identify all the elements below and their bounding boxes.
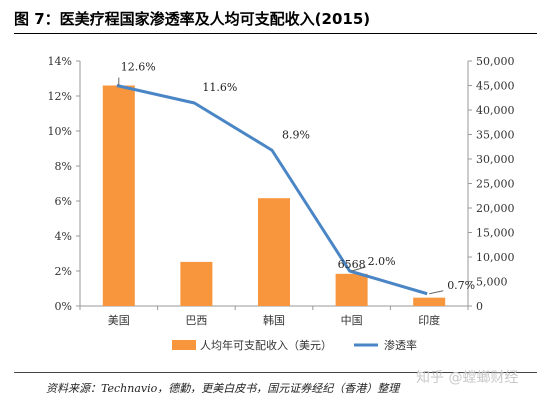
- bar-income: [413, 297, 446, 306]
- penetration-data-label: 12.6%: [121, 61, 156, 74]
- right-tick-label: 10,000: [476, 251, 515, 264]
- right-tick-label: 35,000: [476, 129, 515, 142]
- x-tick-label: 巴西: [185, 314, 207, 327]
- legend-label-bar: 人均年可支配收入（美元）: [200, 338, 332, 352]
- left-tick-label: 4%: [55, 230, 72, 243]
- right-tick-label: 0: [476, 300, 483, 313]
- left-tick-label: 10%: [48, 125, 72, 138]
- right-tick-label: 30,000: [476, 153, 515, 166]
- penetration-data-label: 11.6%: [202, 81, 237, 94]
- label-leader-line: [351, 266, 366, 272]
- bar-income: [335, 273, 368, 306]
- left-tick-label: 2%: [55, 265, 72, 278]
- right-tick-label: 40,000: [476, 104, 515, 117]
- x-tick-label: 印度: [418, 313, 440, 327]
- right-tick-label: 50,000: [476, 55, 515, 68]
- bar-income: [180, 261, 213, 306]
- chart-title: 图 7：医美疗程国家渗透率及人均可支配收入(2015): [14, 10, 371, 28]
- left-tick-label: 0%: [55, 300, 72, 313]
- footer-divider: [14, 372, 537, 373]
- x-tick-label: 美国: [108, 314, 130, 327]
- legend-label-line: 渗透率: [384, 338, 417, 352]
- legend-swatch-bar: [172, 340, 196, 350]
- left-tick-label: 14%: [48, 55, 72, 68]
- watermark: 知乎 @螳螂财经: [416, 370, 519, 386]
- penetration-data-label: 2.0%: [368, 255, 396, 268]
- left-tick-label: 6%: [55, 195, 72, 208]
- left-tick-label: 12%: [48, 90, 72, 103]
- label-leader-line: [429, 290, 444, 295]
- x-tick-label: 韩国: [263, 313, 285, 327]
- bar-income: [258, 198, 290, 306]
- right-tick-label: 5,000: [476, 276, 508, 289]
- line-penetration: [116, 84, 428, 296]
- right-tick-label: 25,000: [476, 178, 515, 191]
- title-divider: [14, 33, 537, 34]
- right-tick-label: 20,000: [476, 202, 515, 215]
- right-tick-label: 45,000: [476, 80, 515, 93]
- income-data-label: 6568: [338, 258, 366, 271]
- penetration-data-label: 0.7%: [447, 279, 475, 292]
- penetration-data-label: 8.9%: [282, 128, 310, 141]
- left-tick-label: 8%: [55, 160, 72, 173]
- x-tick-label: 中国: [341, 314, 363, 327]
- bar-income: [102, 85, 135, 306]
- right-tick-label: 15,000: [476, 227, 515, 240]
- source-note: 资料来源：Technavio，德勤，更美白皮书，国元证券经纪（香港）整理: [46, 382, 400, 395]
